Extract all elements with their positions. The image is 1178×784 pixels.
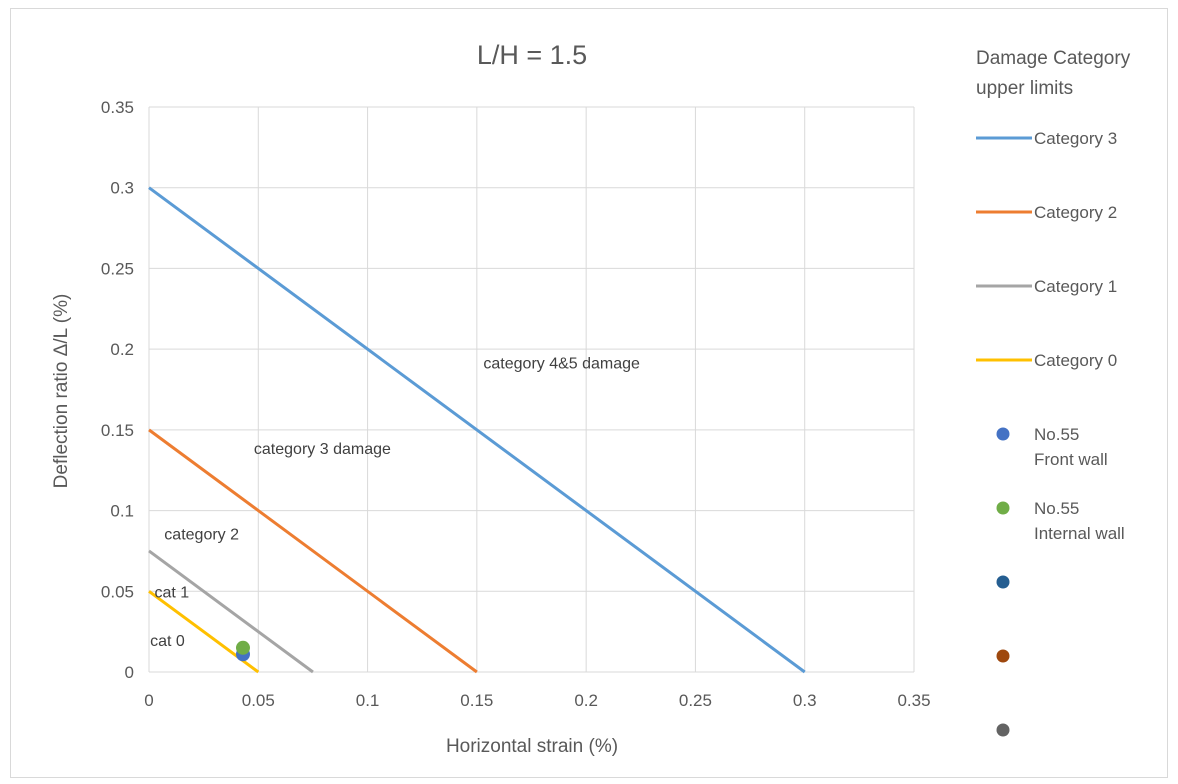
x-tick-label: 0.25 xyxy=(679,691,712,710)
legend-title: Damage Category xyxy=(976,48,1131,69)
y-tick-label: 0.3 xyxy=(110,179,134,198)
legend-dot-swatch xyxy=(996,649,1010,663)
x-tick-label: 0.1 xyxy=(356,691,380,710)
y-tick-label: 0.25 xyxy=(101,259,134,278)
annotation-label: category 4&5 damage xyxy=(483,356,640,373)
x-tick-label: 0.15 xyxy=(460,691,493,710)
x-axis-title: Horizontal strain (%) xyxy=(446,736,618,757)
x-tick-label: 0 xyxy=(144,691,153,710)
chart-frame xyxy=(10,8,1168,778)
x-tick-label: 0.3 xyxy=(793,691,817,710)
annotations-layer: category 4&5 damage category 3 damage cate… xyxy=(150,356,640,651)
legend-label: Category 0 xyxy=(1034,351,1117,370)
x-tick-label: 0.2 xyxy=(574,691,598,710)
data-point xyxy=(235,640,250,655)
legend-label: Front wall xyxy=(1034,450,1108,469)
y-tick-label: 0.35 xyxy=(101,98,134,117)
x-tick-label: 0.35 xyxy=(897,691,930,710)
y-tick-label: 0.2 xyxy=(110,340,134,359)
series-line-category-1 xyxy=(148,549,314,674)
legend-label: Category 1 xyxy=(1034,277,1117,296)
legend-label: Category 2 xyxy=(1034,203,1117,222)
y-tick-label: 0.1 xyxy=(110,502,134,521)
legend: Damage Category upper limits Category 3 Cat… xyxy=(976,48,1131,737)
series-line-category-3 xyxy=(148,186,806,674)
y-tick-label: 0.05 xyxy=(101,582,134,601)
legend-dot-swatch xyxy=(996,723,1010,737)
series-line-category-2 xyxy=(148,428,478,674)
y-axis-title: Deflection ratio Δ/L (%) xyxy=(51,294,72,489)
y-tick-label: 0.15 xyxy=(101,421,134,440)
legend-label: Category 3 xyxy=(1034,129,1117,148)
legend-dot-swatch xyxy=(996,501,1010,515)
legend-dot-swatch xyxy=(996,575,1010,589)
legend-dot-swatch xyxy=(996,427,1010,441)
y-tick-label: 0 xyxy=(125,663,134,682)
axes: 0 0.05 0.1 0.15 0.2 0.25 0.3 0.35 0 0.05 0.1 0.15 0.… xyxy=(101,98,931,710)
annotation-label: category 3 damage xyxy=(254,441,391,458)
annotation-label: cat 0 xyxy=(150,633,185,650)
legend-label: No.55 xyxy=(1034,425,1079,444)
legend-title: upper limits xyxy=(976,78,1073,99)
series-layer xyxy=(148,186,806,674)
annotation-label: cat 1 xyxy=(154,585,189,602)
chart-title: L/H = 1.5 xyxy=(477,40,587,70)
legend-label: Internal wall xyxy=(1034,524,1125,543)
x-tick-label: 0.05 xyxy=(242,691,275,710)
annotation-label: category 2 xyxy=(164,527,239,544)
legend-label: No.55 xyxy=(1034,499,1079,518)
gridlines xyxy=(148,106,915,673)
